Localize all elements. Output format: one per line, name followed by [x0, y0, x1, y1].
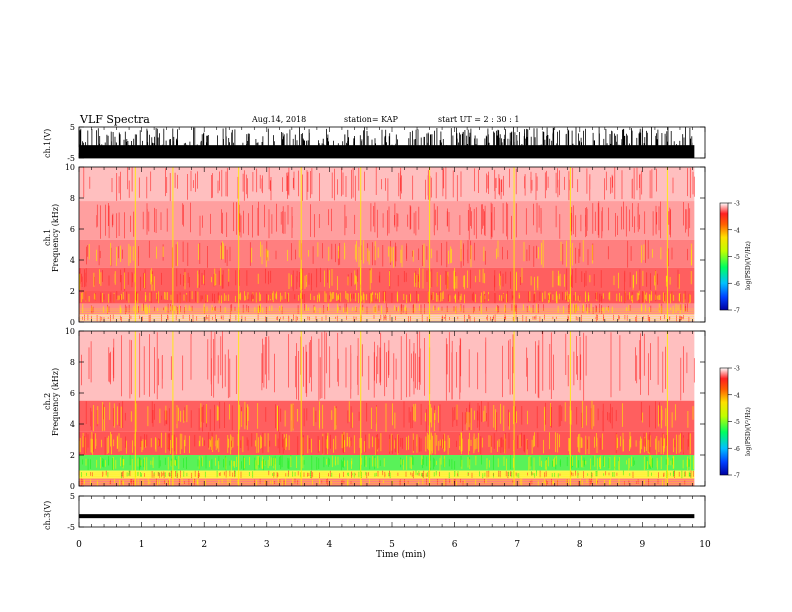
y-tick-label: 2	[70, 451, 75, 460]
x-tick-label: 10	[699, 540, 711, 550]
waveform-body	[79, 514, 695, 519]
band-streaks	[81, 331, 695, 401]
y-tick-label: -5	[67, 523, 75, 532]
y-tick-label: 10	[65, 327, 75, 336]
y-tick-label: 8	[70, 358, 75, 367]
band-fill	[79, 400, 695, 432]
ch1-spectrogram-panel: 0 2 4 6 8 10	[65, 163, 706, 327]
spectrogram-band-4	[79, 239, 695, 268]
x-tick-label: 1	[139, 540, 145, 550]
band-streaks	[85, 455, 694, 471]
ch2-spectrogram-panel: 0 2 4 6 8 10	[65, 327, 706, 491]
y-tick-label: 6	[70, 389, 75, 398]
band-fill	[79, 291, 695, 304]
band-fill	[79, 239, 695, 268]
x-tick-label: 9	[640, 540, 646, 550]
spectrogram-band-6	[79, 167, 695, 202]
y-tick-label: 8	[70, 194, 75, 203]
colorbar-tick-label: -3	[734, 366, 740, 373]
ch1-frequency-label: Frequency (kHz)	[51, 204, 60, 272]
harmonic-lines	[79, 472, 695, 485]
band-streaks	[79, 267, 692, 291]
band-fill	[79, 167, 695, 202]
ch1-channel-label: ch.1	[43, 229, 52, 246]
x-tick-label: 8	[577, 540, 583, 550]
band-fill	[79, 431, 695, 455]
band-streaks	[88, 240, 692, 268]
ch2-channel-label: ch.2	[43, 393, 52, 410]
band-fill	[79, 470, 695, 479]
x-tick-label: 2	[201, 540, 207, 550]
y-tick-label: 0	[70, 318, 75, 327]
colorbar-tick-label: -5	[734, 419, 740, 426]
spectrogram-band-1	[78, 470, 695, 479]
colorbar-tick-label: -3	[734, 201, 740, 208]
x-tick-label: 5	[389, 540, 395, 550]
spectrogram-band-5	[79, 331, 695, 401]
band-streaks	[96, 201, 691, 240]
y-tick-label: 5	[70, 492, 75, 501]
colorbar-ch1: -3 -4 -5 -6 -7 log(PSD)(V²/Hz)	[719, 201, 752, 315]
y-tick-label: 6	[70, 225, 75, 234]
spectrogram-band-4	[79, 400, 695, 432]
band-streaks	[93, 400, 694, 432]
colorbar-tick-label: -6	[734, 446, 740, 453]
x-tick-label: 3	[264, 540, 270, 550]
y-tick-label: 10	[65, 163, 75, 172]
colorbar-ch2-label: log(PSD)(V²/Hz)	[745, 407, 752, 456]
colorbar-tick-label: -5	[734, 254, 740, 261]
y-tick-label: 4	[70, 256, 75, 265]
band-fill	[79, 455, 695, 471]
waveform-spikes	[78, 127, 693, 148]
waveform-trace	[78, 127, 695, 158]
band-streaks	[83, 431, 689, 455]
x-tick-label: 4	[327, 540, 333, 550]
colorbar-ch1-label: log(PSD)(V²/Hz)	[745, 241, 752, 290]
spectrogram-band-5	[79, 201, 695, 240]
x-axis-label: Time (min)	[376, 549, 426, 560]
spectrogram-band-3	[79, 431, 695, 455]
band-streaks	[85, 291, 690, 304]
harmonic-lines	[79, 308, 695, 321]
colorbar-tick-label: -7	[734, 308, 740, 315]
date-label: Aug.14, 2018	[251, 115, 306, 124]
y-tick-label: 5	[70, 123, 75, 132]
ch2-frequency-label: Frequency (kHz)	[51, 368, 60, 436]
band-fill	[79, 201, 695, 240]
colorbar-ch2-gradient	[719, 367, 729, 476]
colorbar-ch1-gradient	[719, 202, 729, 311]
start-time-label: start UT = 2 : 30 : 1	[438, 115, 519, 124]
x-axis: 0 1 2 3 4 5 6 7 8 9 10	[76, 540, 711, 550]
y-tick-label: 4	[70, 420, 75, 429]
band-streaks	[79, 431, 691, 455]
y-tick-label: 0	[70, 482, 75, 491]
station-label: station= KAP	[344, 115, 399, 124]
ch3-waveform-panel: 5 -5	[67, 492, 706, 532]
band-streaks	[83, 167, 695, 202]
colorbar-tick-label: -4	[734, 392, 740, 399]
colorbar-tick-label: -7	[734, 473, 740, 480]
waveform-body	[79, 145, 695, 158]
band-streaks	[85, 401, 660, 432]
x-tick-label: 6	[452, 540, 458, 550]
colorbar-ch2: -3 -4 -5 -6 -7 log(PSD)(V²/Hz)	[719, 366, 752, 480]
ch1-waveform-panel: 5 -5	[67, 123, 706, 163]
ch3-voltage-label: ch.3(V)	[43, 501, 52, 530]
band-fill	[79, 267, 695, 291]
ch1-voltage-label: ch.1(V)	[43, 129, 52, 158]
figure-title: VLF Spectra	[79, 113, 150, 126]
x-tick-label: 0	[76, 540, 82, 550]
y-tick-label: 2	[70, 287, 75, 296]
colorbar-tick-label: -4	[734, 227, 740, 234]
spectrogram-band-3	[79, 267, 695, 291]
spectrogram-band-2	[79, 291, 695, 304]
y-tick-label: -5	[67, 154, 75, 163]
spectrogram-band-2	[79, 455, 695, 471]
waveform-trace	[79, 514, 695, 519]
x-tick-label: 7	[514, 540, 520, 550]
colorbar-tick-label: -6	[734, 281, 740, 288]
